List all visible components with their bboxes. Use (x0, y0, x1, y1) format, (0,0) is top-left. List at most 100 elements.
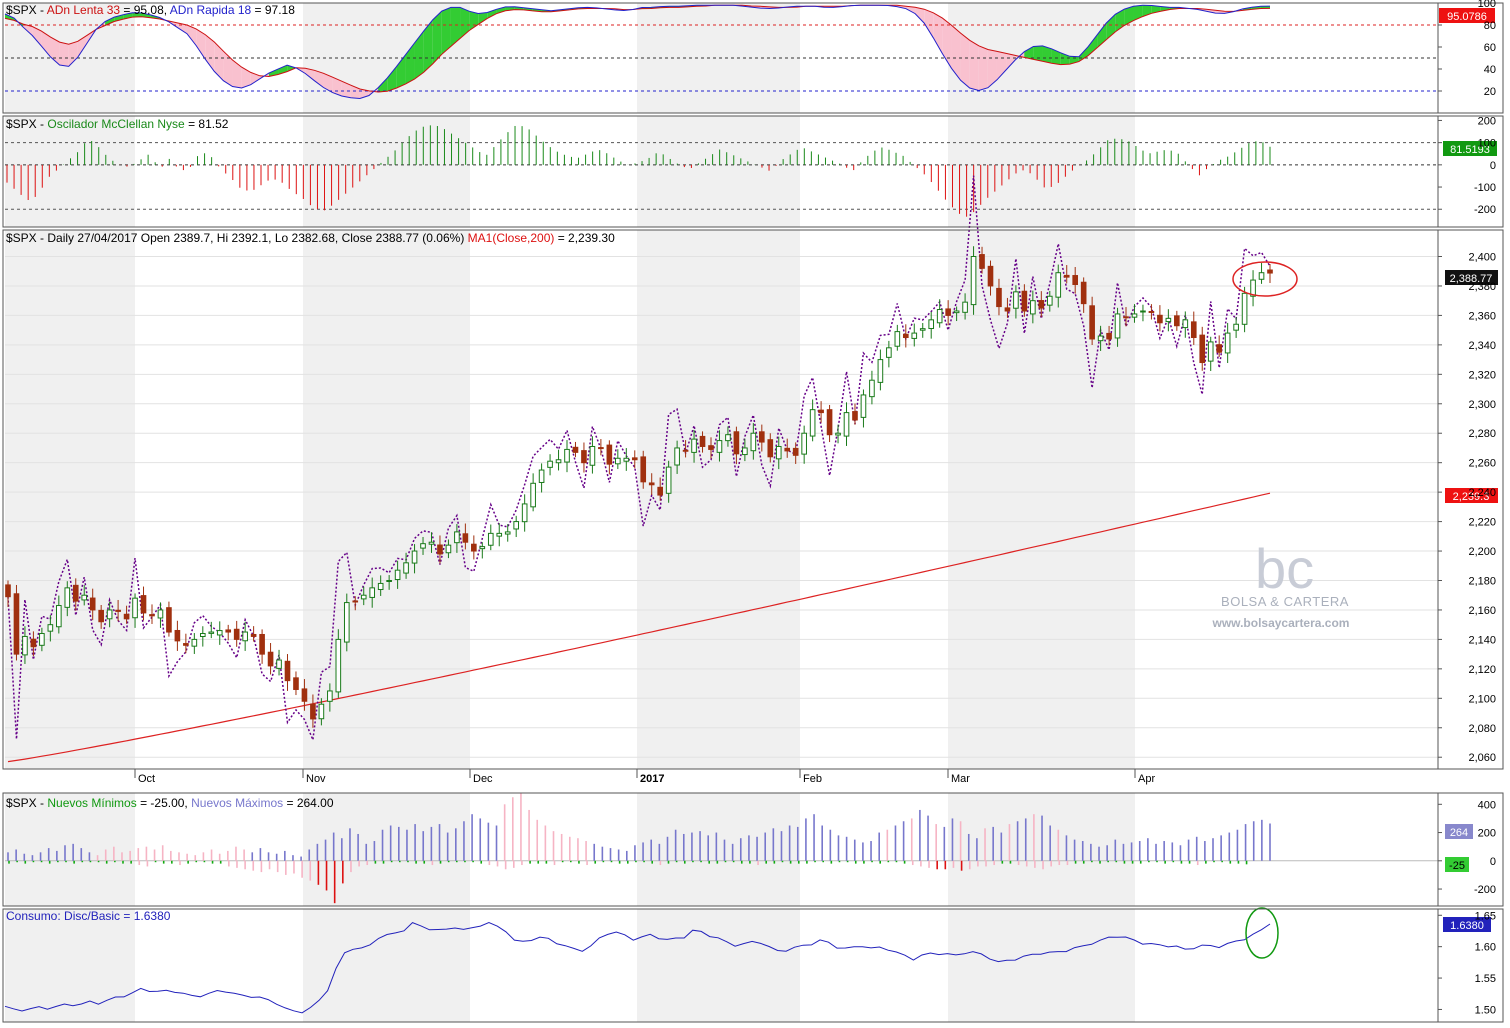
candle-body (1106, 332, 1112, 340)
adn-fill-pink (915, 7, 925, 24)
adn-fill-pink (68, 41, 78, 67)
adn-fill-green (405, 43, 415, 85)
adn-fill-pink (987, 49, 997, 88)
adn-fill-pink (305, 68, 315, 81)
panel-outer-border (2, 792, 1504, 907)
candle-body (445, 544, 452, 554)
candle-body (742, 447, 748, 456)
adn-badge-text: 95.0786 (1447, 11, 1487, 23)
adn-fill-pink (196, 28, 206, 60)
mcclellan-panel[interactable]: $SPX - Oscilador McClellan Nyse = 81.52 … (5, 117, 1497, 217)
adn-fill-pink (241, 67, 251, 88)
candle-body (1258, 272, 1265, 280)
candle-body (72, 584, 79, 602)
candle-body (1080, 281, 1087, 305)
adn-fill-green (441, 7, 451, 55)
candle-body (1165, 317, 1172, 323)
adn-fill-green (1024, 46, 1034, 60)
adn-fill-pink (996, 51, 1007, 80)
y-tick-label: 0 (1490, 160, 1496, 172)
shade-band (5, 230, 135, 769)
candle-body (860, 394, 867, 418)
y-tick-label: 2,280 (1468, 428, 1496, 440)
candle-body (1072, 275, 1079, 285)
ma-badge-text: 2,239.3 (1453, 491, 1490, 503)
candle-body (403, 562, 409, 574)
candle-body (843, 412, 850, 437)
mcclellan-panel-title: $SPX - Oscilador McClellan Nyse = 81.52 (6, 117, 229, 131)
adn-fill-green (378, 78, 388, 92)
shade-band (948, 116, 1135, 227)
y-tick-label: -100 (1474, 182, 1496, 194)
candle-body (877, 359, 884, 383)
y-tick-label: 1.60 (1475, 942, 1496, 954)
y-tick-label: 2,240 (1468, 487, 1496, 499)
candle-body (640, 456, 647, 483)
y-tick-label: 2,260 (1468, 458, 1496, 470)
candle-body (437, 544, 443, 555)
candle-body (208, 631, 215, 634)
candle-body (615, 457, 621, 465)
close-badge-text: 2,388.77 (1450, 273, 1493, 285)
candle-body (589, 445, 596, 466)
candle-body (581, 450, 587, 464)
shade-band (948, 230, 1135, 769)
y-tick-label: 2,060 (1468, 752, 1496, 764)
candle-body (183, 643, 189, 646)
new-highs-badge: 264 (1445, 824, 1473, 839)
candle-body (1114, 313, 1121, 339)
adn-fill-green (478, 12, 488, 25)
candle-body (1097, 335, 1104, 342)
new-lows-badge: -25 (1445, 857, 1469, 872)
adn-fill-green (114, 14, 124, 22)
candle-body (267, 651, 274, 667)
adn-fill-pink (924, 9, 934, 38)
y-tick-label: 2,400 (1468, 252, 1496, 264)
candle-body (945, 308, 951, 316)
y-tick-label: 80 (1484, 20, 1496, 32)
candle-body (598, 447, 604, 450)
consumo-panel[interactable]: Consumo: Disc/Basic = 1.6380 1.6380 (4, 907, 1491, 1014)
candle-body (1224, 332, 1231, 354)
adn-fill-pink (59, 42, 69, 67)
price-highlight-circle (1232, 261, 1298, 297)
close-value-badge: 2,388.77 (1445, 270, 1498, 285)
candle-body (284, 660, 291, 682)
adn-fill-pink (32, 26, 42, 47)
adn-panel[interactable]: $SPX - ADn Lenta 33 = 95.08, ADn Rapida … (4, 3, 1495, 100)
price-panel[interactable]: $SPX - Daily 27/04/2017 Open 2389.7, Hi … (5, 175, 1498, 763)
adn-fill-pink (341, 81, 351, 98)
candle-body (767, 439, 774, 458)
candle-body (1140, 310, 1146, 313)
candle-body (394, 569, 401, 581)
candle-body (996, 287, 1002, 308)
y-tick-label: 2,200 (1468, 546, 1496, 558)
shade-band (303, 230, 470, 769)
candle-body (335, 638, 342, 693)
adn-fill-pink (969, 40, 979, 91)
candle-body (801, 432, 807, 455)
adn-fill-pink (332, 77, 342, 97)
y-tick-label: 100 (1478, 0, 1496, 10)
y-tick-label: 2,300 (1468, 399, 1496, 411)
candle-body (648, 482, 655, 486)
candle-body (792, 447, 799, 456)
watermark-name: BOLSA & CARTERA (1221, 594, 1349, 609)
candle-body (1241, 292, 1248, 325)
y-tick-label: 2,160 (1468, 605, 1496, 617)
shade-band (303, 909, 470, 1022)
adn-fill-pink (314, 70, 324, 88)
ma200-line (7, 492, 1271, 763)
candle-body (487, 532, 494, 546)
candle-body (1157, 314, 1163, 324)
new-highs-lows-panel[interactable]: $SPX - Nuevos Mínimos = -25.00, Nuevos M… (5, 793, 1473, 904)
candle-body (725, 434, 731, 442)
candle-body (293, 677, 299, 690)
y-tick-label: 40 (1484, 64, 1496, 76)
candle-body (428, 541, 435, 545)
adn-fill-pink (978, 45, 988, 91)
x-tick-label: Feb (803, 773, 822, 785)
candle-body (462, 533, 469, 543)
candle-body (149, 614, 155, 617)
